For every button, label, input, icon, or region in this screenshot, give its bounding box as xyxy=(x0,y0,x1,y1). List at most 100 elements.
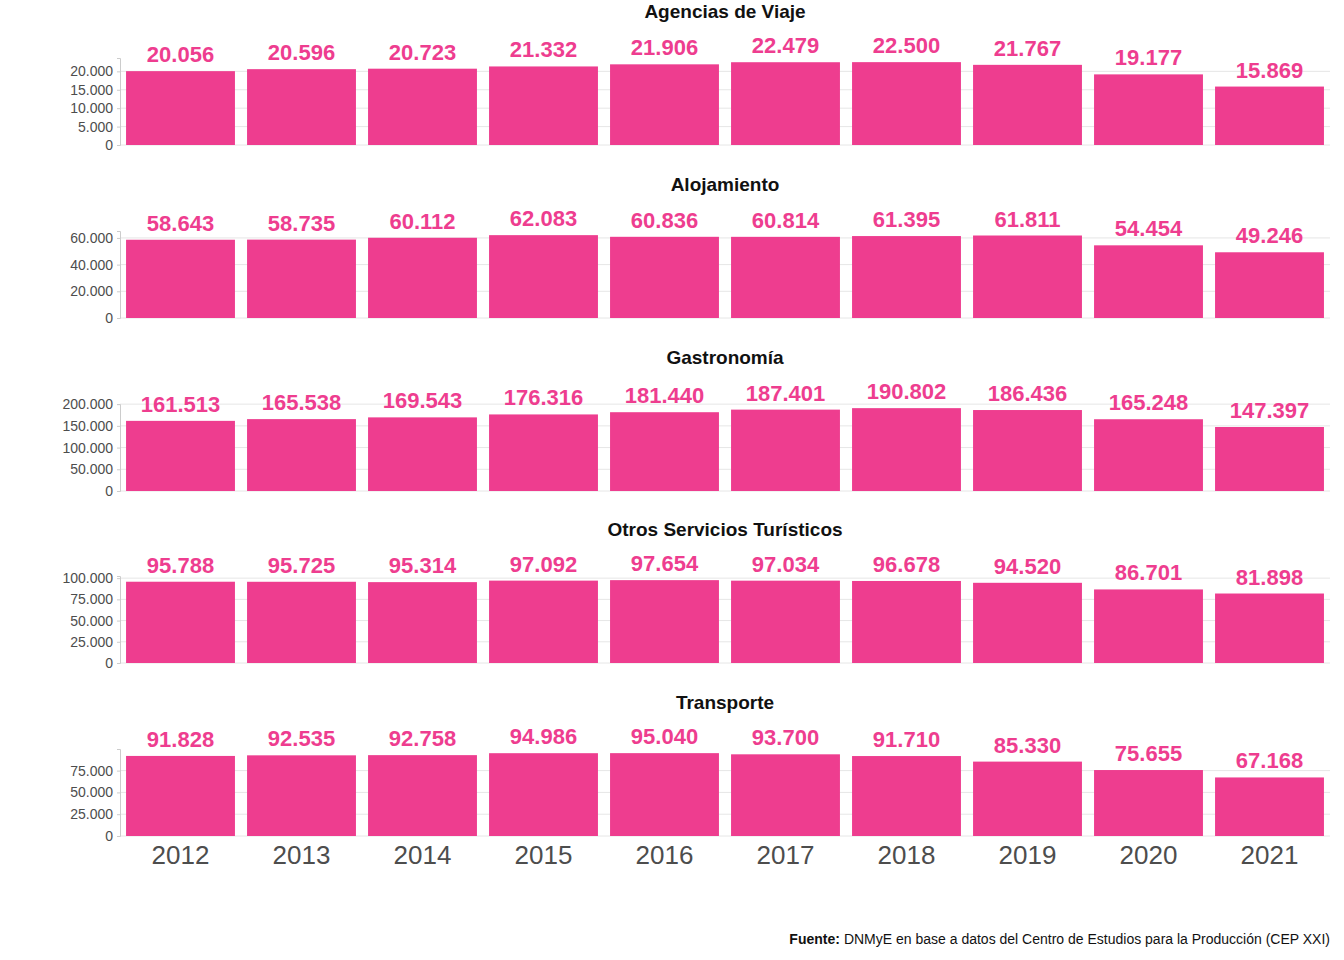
data-label: 93.700 xyxy=(752,725,819,750)
axis-line xyxy=(117,59,121,146)
tick: 0 xyxy=(105,828,120,844)
grid xyxy=(120,404,1330,491)
data-label: 161.513 xyxy=(141,392,221,417)
data-label: 165.248 xyxy=(1109,390,1189,415)
tick-label: 25.000 xyxy=(70,634,113,650)
panel: Transporte025.00050.00075.00091.82892.53… xyxy=(70,692,1330,870)
bar xyxy=(368,69,477,145)
bars xyxy=(126,408,1324,491)
tick-mark xyxy=(117,145,120,146)
data-label: 62.083 xyxy=(510,206,577,231)
tick: 2012 xyxy=(152,836,210,870)
data-label: 21.332 xyxy=(510,37,577,62)
data-labels: 91.82892.53592.75894.98695.04093.70091.7… xyxy=(147,724,1303,773)
bar xyxy=(852,236,961,318)
bar xyxy=(852,756,961,836)
tick-mark xyxy=(117,599,120,600)
bar xyxy=(1215,252,1324,318)
tick-label: 50.000 xyxy=(70,461,113,477)
tick: 75.000 xyxy=(70,591,120,607)
bar xyxy=(1215,777,1324,836)
tick-label: 25.000 xyxy=(70,806,113,822)
x-axis: 2012201320142015201620172018201920202021 xyxy=(152,836,1299,870)
data-label: 97.092 xyxy=(510,552,577,577)
data-label: 20.056 xyxy=(147,42,214,67)
data-label: 19.177 xyxy=(1115,45,1182,70)
panel-title: Agencias de Viaje xyxy=(644,1,805,22)
data-label: 169.543 xyxy=(383,388,463,413)
bar xyxy=(126,71,235,145)
data-label: 60.814 xyxy=(752,208,820,233)
y-axis: 025.00050.00075.000100.000 xyxy=(62,570,120,671)
tick-label: 75.000 xyxy=(70,763,113,779)
tick-mark xyxy=(117,318,120,319)
caption: Fuente:DNMyE en base a datos del Centro … xyxy=(789,931,1330,947)
panel-title: Alojamiento xyxy=(671,174,780,195)
tick-mark xyxy=(117,426,120,427)
tick: 50.000 xyxy=(70,613,120,629)
tick-label: 5.000 xyxy=(78,119,113,135)
y-axis: 050.000100.000150.000200.000 xyxy=(62,396,120,499)
axis-line xyxy=(117,577,121,664)
bar xyxy=(126,582,235,663)
bar xyxy=(247,419,356,491)
tick-mark xyxy=(117,663,120,664)
tick-label: 0 xyxy=(105,483,113,499)
tick-mark xyxy=(117,469,120,470)
tick: 0 xyxy=(105,137,120,153)
data-label: 20.723 xyxy=(389,40,456,65)
tick: 2015 xyxy=(515,836,573,870)
data-label: 22.479 xyxy=(752,33,819,58)
tick-label: 50.000 xyxy=(70,613,113,629)
data-label: 92.758 xyxy=(389,726,456,751)
data-label: 15.869 xyxy=(1236,58,1303,83)
data-label: 165.538 xyxy=(262,390,342,415)
tick-mark xyxy=(117,291,120,292)
bar xyxy=(489,414,598,491)
bar xyxy=(973,65,1082,145)
data-label: 95.314 xyxy=(389,553,457,578)
tick-mark xyxy=(117,792,120,793)
bar xyxy=(489,66,598,145)
data-label: 20.596 xyxy=(268,40,335,65)
panel: Alojamiento020.00040.00060.00058.64358.7… xyxy=(70,174,1330,326)
tick-mark xyxy=(117,771,120,772)
tick-label: 0 xyxy=(105,655,113,671)
tick-label: 10.000 xyxy=(70,100,113,116)
data-label: 60.836 xyxy=(631,208,698,233)
data-label: 22.500 xyxy=(873,33,940,58)
tick: 15.000 xyxy=(70,82,120,98)
data-label: 81.898 xyxy=(1236,565,1303,590)
tick-label: 2020 xyxy=(1120,840,1178,870)
tick-label: 200.000 xyxy=(62,396,113,412)
data-label: 91.828 xyxy=(147,727,214,752)
tick-mark xyxy=(117,491,120,492)
tick-label: 2016 xyxy=(636,840,694,870)
data-label: 95.040 xyxy=(631,724,698,749)
bar xyxy=(973,583,1082,663)
tick-label: 0 xyxy=(105,137,113,153)
bar xyxy=(731,410,840,491)
data-label: 92.535 xyxy=(268,726,335,751)
data-label: 54.454 xyxy=(1115,216,1183,241)
data-label: 181.440 xyxy=(625,383,705,408)
bar xyxy=(973,762,1082,836)
tick-label: 20.000 xyxy=(70,283,113,299)
data-label: 96.678 xyxy=(873,552,940,577)
bar xyxy=(247,69,356,145)
panel-title: Gastronomía xyxy=(666,347,784,368)
tick: 0 xyxy=(105,483,120,499)
bar xyxy=(126,756,235,836)
tick-label: 2014 xyxy=(394,840,452,870)
tick-mark xyxy=(117,814,120,815)
axis-line xyxy=(117,232,121,319)
bar xyxy=(368,417,477,491)
bar xyxy=(247,582,356,663)
tick-label: 100.000 xyxy=(62,440,113,456)
tick-mark xyxy=(117,448,120,449)
bar xyxy=(1094,589,1203,663)
data-label: 186.436 xyxy=(988,381,1068,406)
bar xyxy=(368,755,477,836)
tick-mark xyxy=(117,238,120,239)
caption-label: Fuente: xyxy=(789,931,840,947)
